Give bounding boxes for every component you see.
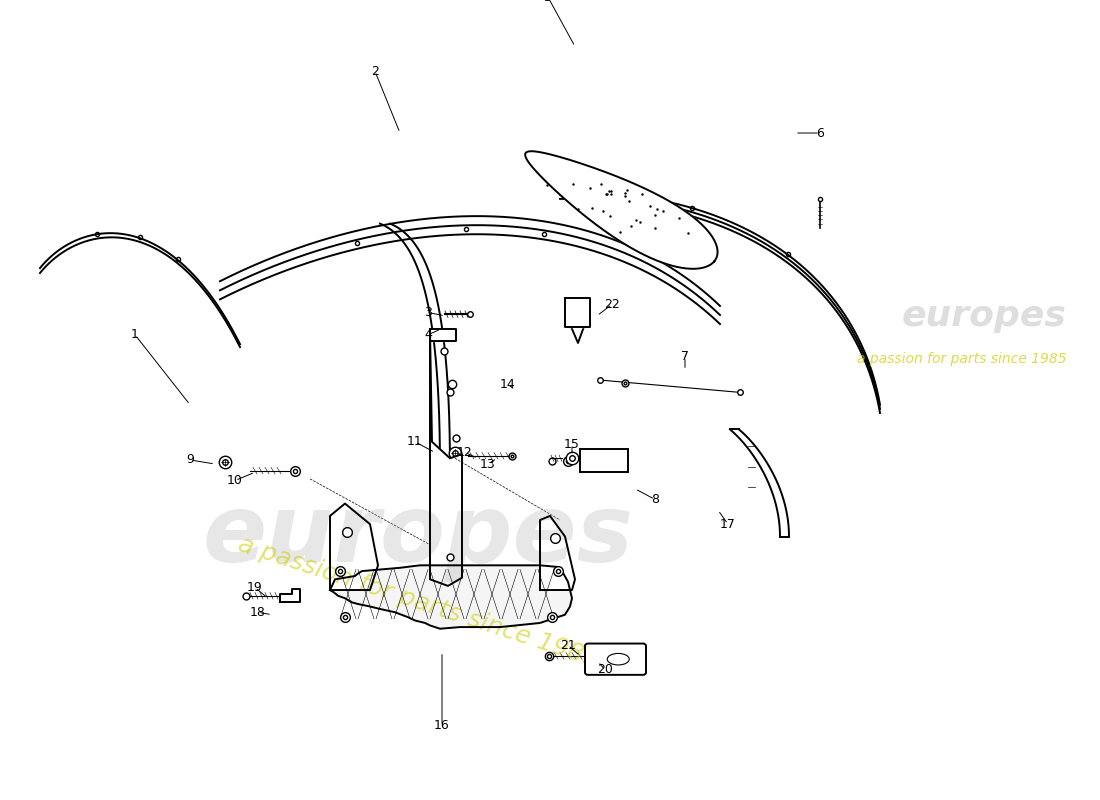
Text: 13: 13 — [480, 458, 496, 470]
Text: 16: 16 — [434, 719, 450, 732]
Polygon shape — [280, 589, 300, 602]
Text: 20: 20 — [597, 663, 613, 676]
Text: 8: 8 — [651, 493, 659, 506]
Polygon shape — [330, 503, 378, 590]
Text: 12: 12 — [458, 446, 473, 459]
Text: 17: 17 — [720, 518, 736, 530]
FancyBboxPatch shape — [580, 450, 628, 472]
Polygon shape — [430, 330, 462, 586]
Text: 18: 18 — [250, 606, 266, 618]
Text: 15: 15 — [564, 438, 580, 450]
Text: 9: 9 — [186, 454, 194, 466]
Polygon shape — [525, 151, 717, 269]
Text: 22: 22 — [604, 298, 620, 310]
Text: 6: 6 — [816, 126, 824, 139]
Text: 19: 19 — [248, 581, 263, 594]
Ellipse shape — [607, 654, 629, 665]
Text: 5: 5 — [544, 0, 552, 4]
Text: 14: 14 — [500, 378, 516, 390]
Text: 3: 3 — [425, 306, 432, 319]
Text: a passion for parts since 1985: a passion for parts since 1985 — [857, 352, 1067, 366]
Polygon shape — [565, 298, 590, 326]
Text: 4: 4 — [425, 328, 432, 342]
Text: 21: 21 — [560, 638, 576, 652]
Polygon shape — [430, 329, 456, 341]
Text: 2: 2 — [371, 65, 378, 78]
Text: europes: europes — [902, 299, 1067, 334]
Text: europes: europes — [202, 490, 634, 582]
Text: a passion for parts since 1985: a passion for parts since 1985 — [234, 533, 602, 672]
Polygon shape — [540, 516, 575, 590]
Text: 1: 1 — [131, 328, 139, 342]
Text: 10: 10 — [227, 474, 243, 487]
Text: 11: 11 — [407, 435, 422, 448]
FancyBboxPatch shape — [585, 643, 646, 675]
Polygon shape — [330, 566, 572, 629]
Text: 7: 7 — [681, 350, 689, 363]
